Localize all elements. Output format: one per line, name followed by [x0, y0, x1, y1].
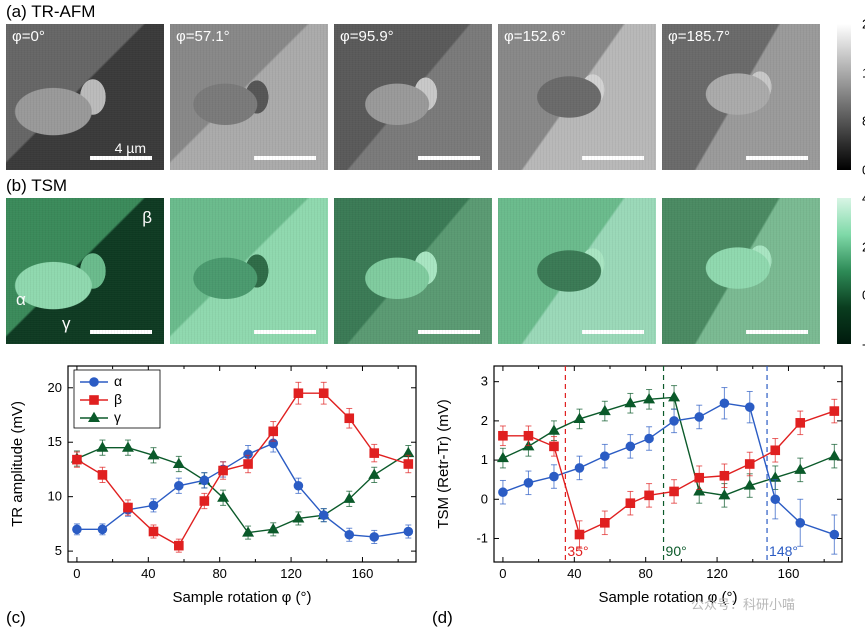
svg-text:0: 0	[499, 566, 506, 581]
greek-gamma: γ	[62, 314, 71, 334]
svg-text:160: 160	[352, 566, 374, 581]
svg-text:TR amplitude (mV): TR amplitude (mV)	[9, 401, 26, 527]
scalebar-b2	[418, 330, 480, 334]
afm-img-1: φ=57.1°	[170, 24, 328, 170]
scalebar-b1	[254, 330, 316, 334]
svg-text:120: 120	[280, 566, 302, 581]
chart-c-svg: 0 40 80 120 160 5 10 15 20 Sample rotation φ (°) T…	[6, 358, 424, 608]
svg-text:35°: 35°	[567, 543, 588, 559]
svg-text:90°: 90°	[666, 543, 687, 559]
svg-text:0: 0	[481, 491, 488, 506]
svg-text:80: 80	[212, 566, 226, 581]
svg-text:5: 5	[55, 543, 62, 558]
phi-label-1: φ=57.1°	[176, 28, 230, 45]
scalebar-3	[582, 156, 644, 160]
tsm-img-1	[170, 198, 328, 344]
tsm-img-2	[334, 198, 492, 344]
svg-text:10: 10	[48, 489, 62, 504]
watermark: 公众号：科研小喵	[691, 594, 795, 613]
panel-a-label: (a) TR-AFM	[6, 2, 95, 22]
colorbar-a-ticks: 081624	[860, 24, 865, 170]
phi-label-4: φ=185.7°	[668, 28, 730, 45]
svg-text:120: 120	[706, 566, 728, 581]
svg-text:15: 15	[48, 434, 62, 449]
svg-text:1: 1	[481, 452, 488, 467]
svg-text:α: α	[114, 373, 122, 389]
scalebar-b3	[582, 330, 644, 334]
greek-alpha: α	[16, 290, 26, 310]
svg-text:148°: 148°	[769, 543, 798, 559]
afm-img-2: φ=95.9°	[334, 24, 492, 170]
svg-text:0: 0	[73, 566, 80, 581]
scalebar-0	[90, 156, 152, 160]
greek-beta: β	[142, 208, 152, 228]
phi-label-2: φ=95.9°	[340, 28, 394, 45]
scalebar-2	[418, 156, 480, 160]
svg-text:40: 40	[567, 566, 581, 581]
scalebar-1	[254, 156, 316, 160]
svg-text:80: 80	[638, 566, 652, 581]
tsm-img-3	[498, 198, 656, 344]
row-afm: φ=0° 4 µm φ=57.1° φ=95.9° φ=152.6° φ=185…	[6, 24, 820, 170]
panel-d-label: (d)	[432, 608, 453, 628]
phi-label-0: φ=0°	[12, 28, 45, 45]
svg-text:Sample rotation φ (°): Sample rotation φ (°)	[172, 589, 311, 606]
svg-text:160: 160	[778, 566, 800, 581]
panel-d: 04080120160-10123Sample rotation φ (°)TS…	[432, 358, 850, 613]
svg-text:2: 2	[481, 413, 488, 428]
panel-c-label: (c)	[6, 608, 26, 628]
colorbar-b: -2024	[828, 198, 860, 344]
colorbar-a-bar	[837, 24, 851, 170]
tsm-img-0: β α γ	[6, 198, 164, 344]
colorbar-a: 081624	[828, 24, 860, 170]
panel-b-label: (b) TSM	[6, 176, 67, 196]
afm-img-4: φ=185.7°	[662, 24, 820, 170]
svg-text:20: 20	[48, 380, 62, 395]
chart-d-svg: 04080120160-10123Sample rotation φ (°)TS…	[432, 358, 850, 608]
svg-text:β: β	[114, 391, 122, 407]
svg-text:TSM (Retr-Tr) (mV): TSM (Retr-Tr) (mV)	[435, 399, 452, 528]
scalebar-text: 4 µm	[115, 140, 146, 156]
scalebar-4	[746, 156, 808, 160]
svg-text:-1: -1	[476, 530, 488, 545]
afm-img-0: φ=0° 4 µm	[6, 24, 164, 170]
colorbar-b-bar	[837, 198, 851, 344]
panel-c: 0 40 80 120 160 5 10 15 20 Sample rotation φ (°) T…	[6, 358, 424, 613]
row-tsm: β α γ	[6, 198, 820, 344]
scalebar-b4	[746, 330, 808, 334]
tsm-img-4	[662, 198, 820, 344]
svg-text:40: 40	[141, 566, 155, 581]
figure-root: (a) TR-AFM φ=0° 4 µm φ=57.1° φ=95.9° φ=1…	[0, 0, 865, 631]
svg-text:γ: γ	[114, 409, 121, 425]
phi-label-3: φ=152.6°	[504, 28, 566, 45]
afm-img-3: φ=152.6°	[498, 24, 656, 170]
svg-text:3: 3	[481, 374, 488, 389]
scalebar-b0	[90, 330, 152, 334]
